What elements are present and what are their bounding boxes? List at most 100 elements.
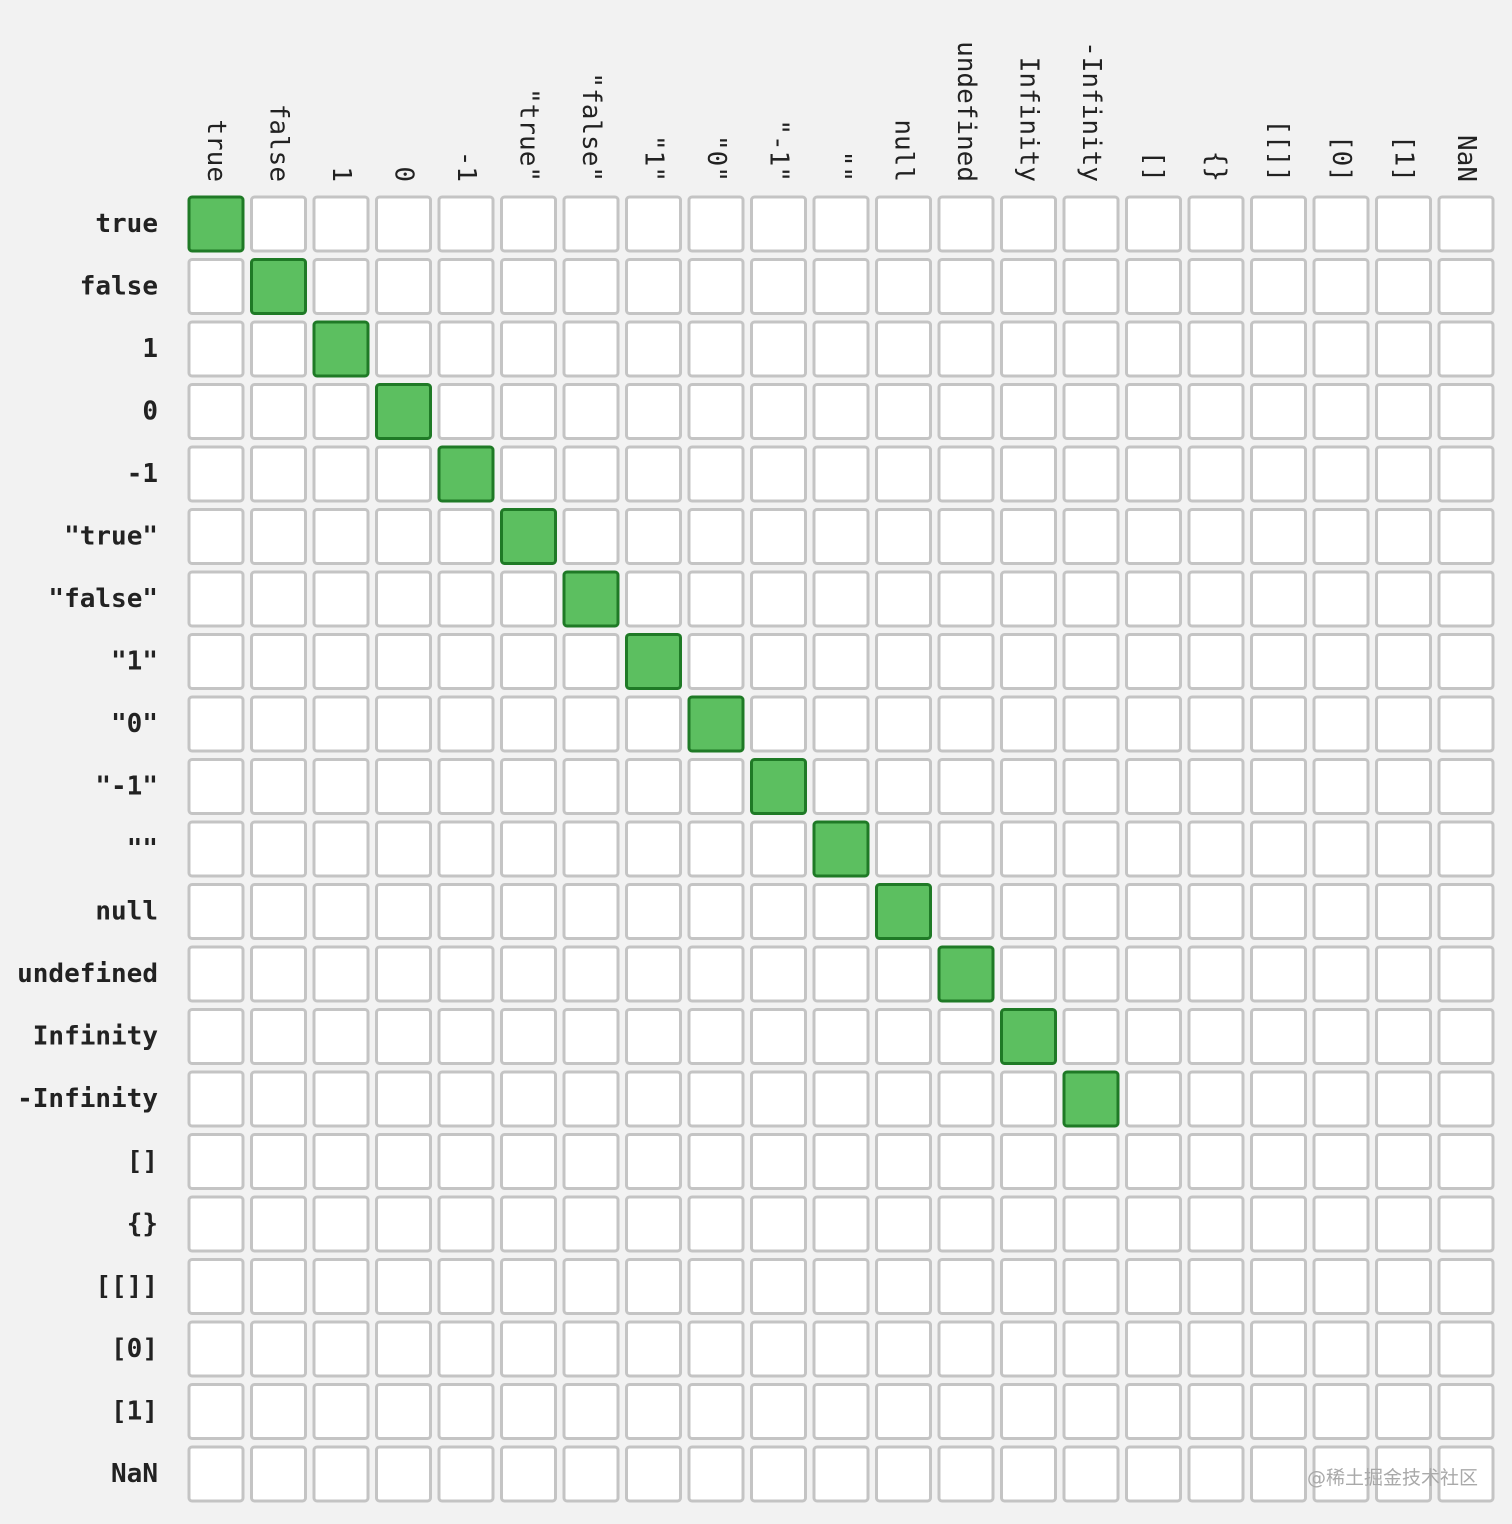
cell-true-lb1rb-not-equal [1375,195,1432,253]
cell-qtrueq-false-not-equal [250,508,307,565]
cell-false-null-not-equal [875,258,932,315]
cell-lb0rb-neg1-not-equal [437,1320,495,1378]
cell-q0q-false-not-equal [250,695,307,753]
cell-qfalseq-true-not-equal [187,570,245,628]
cell-qfalseq-lblbrbrb-not-equal [1250,570,1307,628]
cell-lcrc-false-not-equal [250,1195,307,1253]
cell-lblbrbrb-lblbrbrb-not-equal [1250,1258,1307,1315]
cell-qfalseq-neg1-not-equal [437,570,495,628]
cell-true-qfalseq-not-equal [562,195,620,253]
cell-qtrueq-lbrb-not-equal [1125,508,1182,565]
cell-q1q-true-not-equal [187,633,245,690]
cell-nan-neg1-not-equal [437,1445,495,1503]
cell-qtrueq-qneg1q-not-equal [750,508,807,565]
cell-true-neg1-not-equal [437,195,495,253]
cell-0-qneg1q-not-equal [750,383,807,440]
cell-neginfinity-infinity-not-equal [1000,1070,1057,1128]
cell-undefined-q0q-not-equal [687,945,745,1003]
cell-undefined-qq-not-equal [812,945,870,1003]
cell-qq-neginfinity-not-equal [1062,820,1120,878]
cell-1-qtrueq-not-equal [500,320,557,378]
cell-lb0rb-undefined-not-equal [937,1320,995,1378]
cell-qq-lcrc-not-equal [1187,820,1245,878]
cell-qq-q1q-not-equal [625,820,682,878]
cell-qfalseq-q1q-not-equal [625,570,682,628]
cell-qfalseq-q0q-not-equal [687,570,745,628]
cell-qneg1q-neg1-not-equal [437,758,495,815]
cell-lcrc-lb0rb-not-equal [1312,1195,1370,1253]
cell-undefined-true-not-equal [187,945,245,1003]
cell-qtrueq-infinity-not-equal [1000,508,1057,565]
cell-q1q-null-not-equal [875,633,932,690]
cell-lb0rb-neginfinity-not-equal [1062,1320,1120,1378]
cell-true-null-not-equal [875,195,932,253]
cell-lblbrbrb-false-not-equal [250,1258,307,1315]
cell-lb0rb-false-not-equal [250,1320,307,1378]
cell-infinity-false-not-equal [250,1008,307,1065]
cell-qtrueq-lblbrbrb-not-equal [1250,508,1307,565]
cell-q1q-qfalseq-not-equal [562,633,620,690]
cell-lcrc-lb1rb-not-equal [1375,1195,1432,1253]
cell-qneg1q-true-not-equal [187,758,245,815]
row-label-qneg1q: "-1" [95,772,158,802]
row-label-qfalseq: "false" [48,584,158,614]
cell-lbrb-nan-not-equal [1437,1133,1495,1190]
cell-infinity-q1q-not-equal [625,1008,682,1065]
row-label-false: false [80,272,158,302]
cell-qneg1q-qneg1q-equal [750,758,807,815]
cell-true-0-not-equal [375,195,432,253]
cell-infinity-lb1rb-not-equal [1375,1008,1432,1065]
cell-null-null-equal [875,883,932,940]
column-label-lb1rb: [1] [1389,135,1419,182]
cell-lcrc-q1q-not-equal [625,1195,682,1253]
cell-0-nan-not-equal [1437,383,1495,440]
cell-qq-q0q-not-equal [687,820,745,878]
cell-false-lbrb-not-equal [1125,258,1182,315]
cell-lcrc-undefined-not-equal [937,1195,995,1253]
cell-true-q1q-not-equal [625,195,682,253]
cell-lbrb-lblbrbrb-not-equal [1250,1133,1307,1190]
cell-null-undefined-not-equal [937,883,995,940]
cell-q0q-null-not-equal [875,695,932,753]
cell-qq-qneg1q-not-equal [750,820,807,878]
column-label-nan: NaN [1451,135,1481,182]
cell-qq-nan-not-equal [1437,820,1495,878]
column-label-null: null [889,119,919,182]
cell-nan-qneg1q-not-equal [750,1445,807,1503]
cell-neg1-undefined-not-equal [937,445,995,503]
cell-null-lb0rb-not-equal [1312,883,1370,940]
column-label-lcrc: {} [1201,151,1231,182]
cell-null-0-not-equal [375,883,432,940]
cell-1-lb0rb-not-equal [1312,320,1370,378]
row-label-lcrc: {} [127,1209,158,1239]
cell-qtrueq-qfalseq-not-equal [562,508,620,565]
cell-lb0rb-lbrb-not-equal [1125,1320,1182,1378]
cell-null-qneg1q-not-equal [750,883,807,940]
cell-infinity-lcrc-not-equal [1187,1008,1245,1065]
cell-0-lb0rb-not-equal [1312,383,1370,440]
row-label-null: null [95,897,158,927]
cell-1-1-equal [312,320,370,378]
cell-lb1rb-neginfinity-not-equal [1062,1383,1120,1440]
cell-lb1rb-null-not-equal [875,1383,932,1440]
cell-q1q-false-not-equal [250,633,307,690]
cell-infinity-qfalseq-not-equal [562,1008,620,1065]
cell-true-1-not-equal [312,195,370,253]
cell-nan-qfalseq-not-equal [562,1445,620,1503]
cell-lb0rb-lb1rb-not-equal [1375,1320,1432,1378]
cell-neg1-qneg1q-not-equal [750,445,807,503]
cell-null-nan-not-equal [1437,883,1495,940]
cell-lb1rb-qtrueq-not-equal [500,1383,557,1440]
cell-nan-lblbrbrb-not-equal [1250,1445,1307,1503]
cell-false-false-equal [250,258,307,315]
cell-q1q-q0q-not-equal [687,633,745,690]
cell-1-false-not-equal [250,320,307,378]
cell-q0q-true-not-equal [187,695,245,753]
cell-1-qneg1q-not-equal [750,320,807,378]
cell-lblbrbrb-1-not-equal [312,1258,370,1315]
cell-null-lbrb-not-equal [1125,883,1182,940]
cell-neg1-q0q-not-equal [687,445,745,503]
cell-infinity-neginfinity-not-equal [1062,1008,1120,1065]
cell-lb1rb-qneg1q-not-equal [750,1383,807,1440]
cell-neginfinity-qfalseq-not-equal [562,1070,620,1128]
